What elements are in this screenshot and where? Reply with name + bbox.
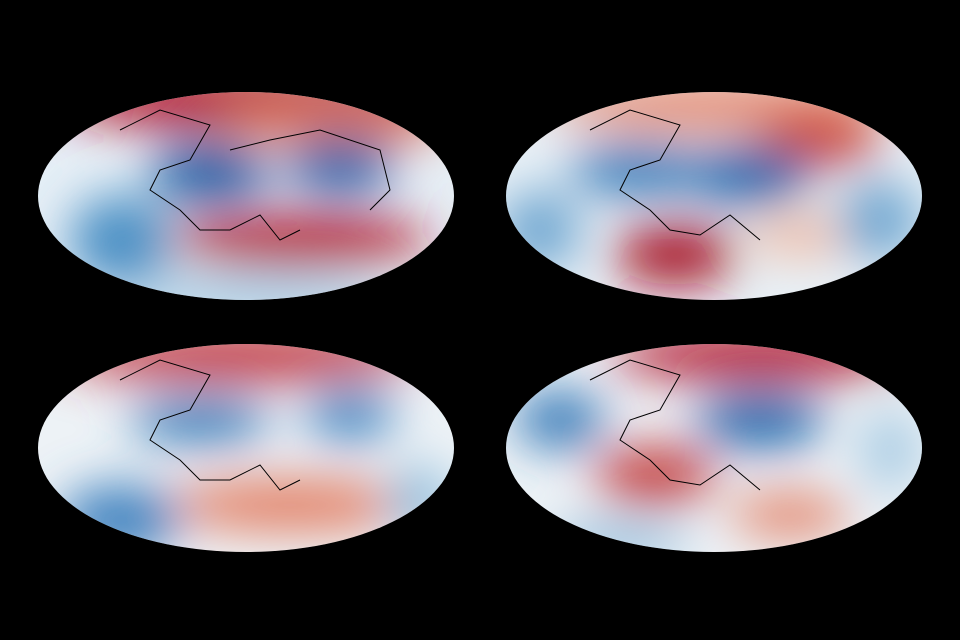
anomaly: [60, 344, 420, 380]
anomaly: [130, 398, 270, 442]
coastline: [119, 359, 301, 491]
anomaly: [840, 180, 920, 260]
field: [60, 92, 450, 300]
anomaly: [150, 140, 270, 204]
coastline: [119, 109, 301, 241]
anomaly: [750, 215, 850, 255]
anomaly: [860, 410, 920, 490]
anomaly: [690, 145, 810, 205]
anomaly: [515, 392, 605, 448]
anomaly: [695, 392, 825, 448]
anomaly: [170, 480, 410, 530]
coastline: [589, 109, 761, 241]
field: [60, 344, 450, 552]
coastline: [589, 359, 761, 491]
field: [515, 344, 920, 552]
anomaly: [730, 495, 850, 535]
anomaly: [305, 390, 395, 440]
map: [38, 344, 454, 552]
map: [506, 92, 922, 300]
coastlines: [119, 109, 761, 491]
field: [506, 92, 920, 285]
anomaly: [760, 115, 880, 165]
anomaly: [615, 225, 735, 285]
anomaly: [110, 277, 390, 300]
anomaly: [610, 344, 910, 380]
coastline: [229, 129, 391, 211]
anomaly: [595, 447, 715, 503]
anomaly: [570, 145, 710, 195]
anomaly: [170, 215, 430, 265]
map: [506, 344, 922, 552]
anomaly: [285, 135, 395, 195]
anomaly: [70, 195, 170, 285]
